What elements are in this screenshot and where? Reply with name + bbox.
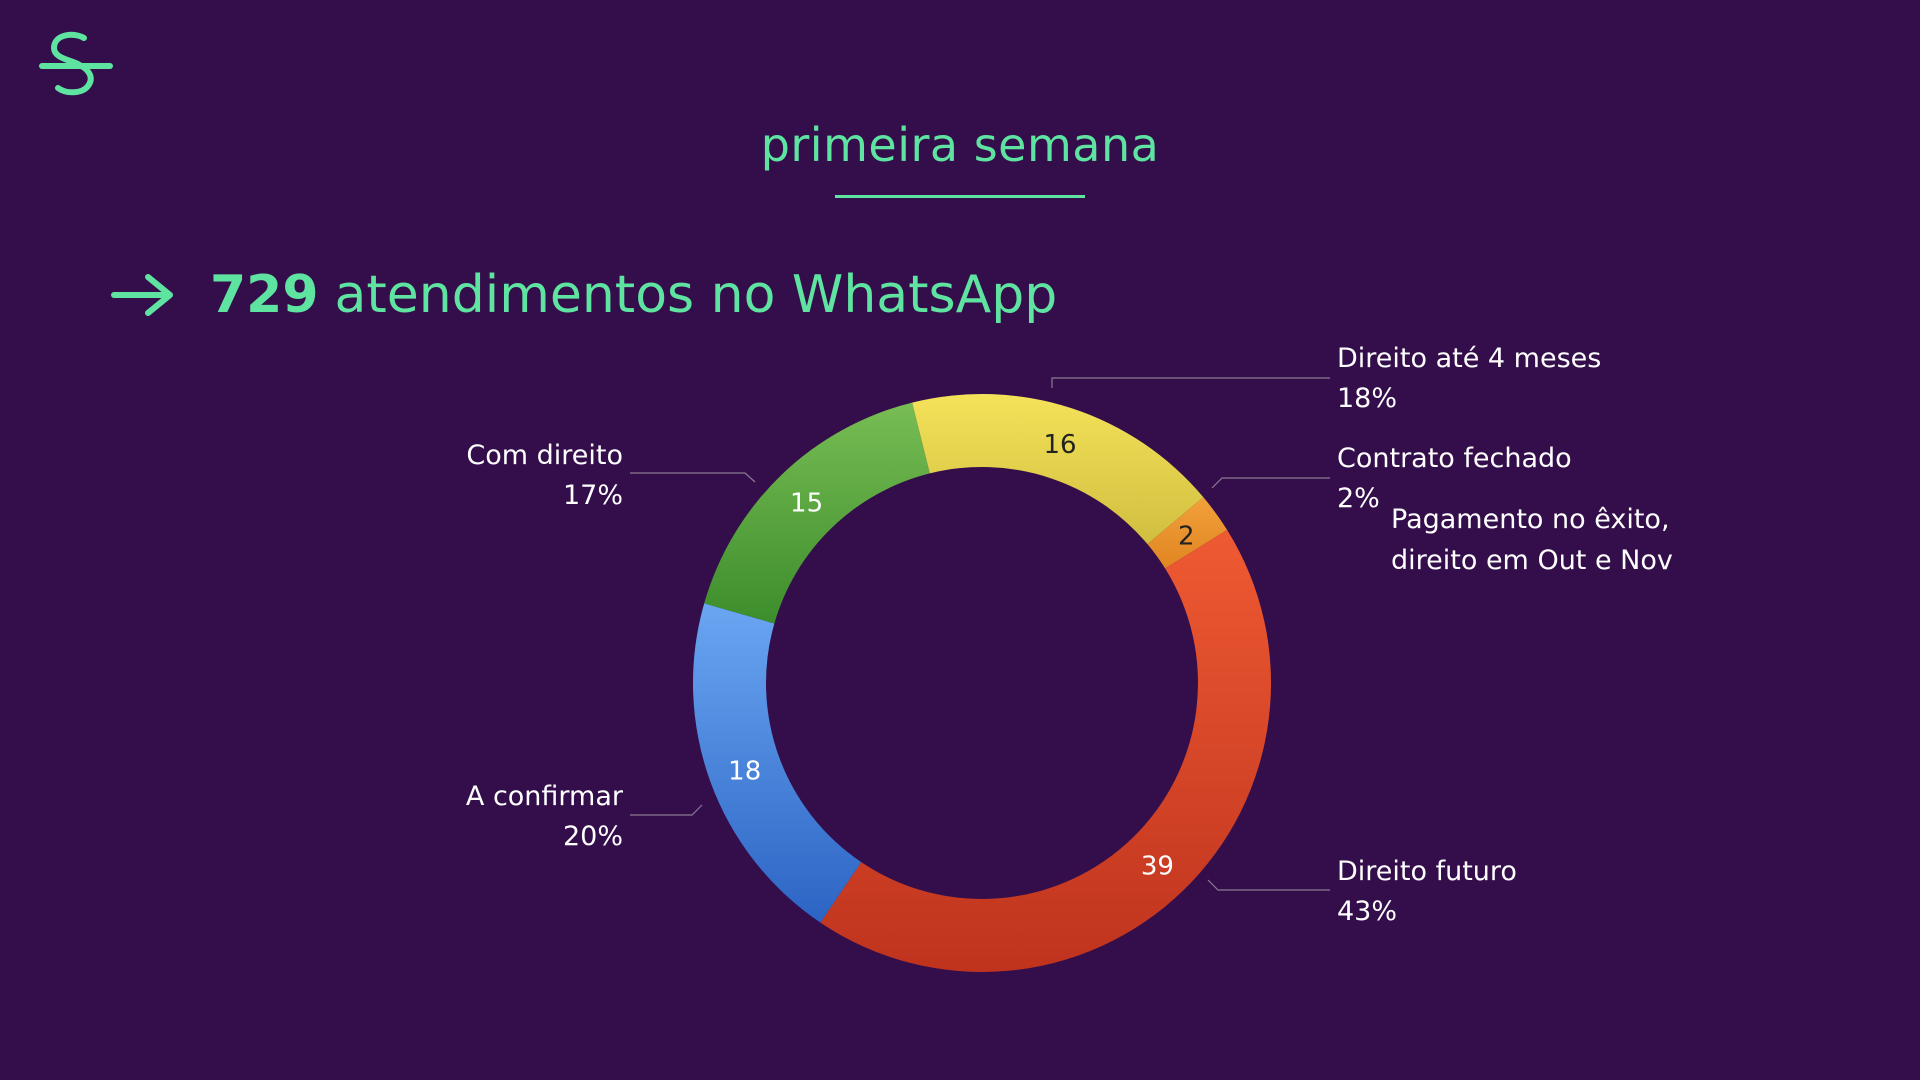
headline-text: atendimentos no WhatsApp <box>334 265 1058 325</box>
donut-slice <box>1147 497 1228 569</box>
leader-line <box>1211 477 1330 489</box>
slice-category-label: Contrato fechado <box>1337 443 1572 474</box>
slice-value-label: 18 <box>728 756 761 786</box>
headline: 729 atendimentos no WhatsApp <box>110 262 1057 328</box>
slice-percent-label: 18% <box>1337 383 1397 414</box>
leader-line <box>630 804 703 816</box>
leader-line <box>1051 377 1330 388</box>
slice-category-label: A confirmar <box>466 781 624 812</box>
logo-icon <box>39 31 113 96</box>
donut-slice <box>820 529 1271 973</box>
slice-value-label: 15 <box>790 488 823 518</box>
slide-title: primeira semana <box>760 118 1160 172</box>
slice-percent-label: 17% <box>563 480 623 511</box>
slice-value-label: 39 <box>1141 852 1174 882</box>
headline-number: 729 <box>210 265 319 325</box>
slice-note-label: Pagamento no êxito, <box>1391 504 1670 535</box>
title-underline <box>835 195 1085 198</box>
slice-percent-label: 2% <box>1337 483 1380 514</box>
slice-percent-label: 20% <box>563 821 623 852</box>
slice-value-label: 16 <box>1043 430 1076 460</box>
slice-note-label: direito em Out e Nov <box>1391 545 1673 576</box>
slice-percent-label: 43% <box>1337 896 1397 927</box>
slice-category-label: Direito futuro <box>1337 856 1517 887</box>
donut-slice <box>912 393 1204 545</box>
slice-value-label: 2 <box>1178 522 1195 552</box>
leader-line <box>1207 879 1330 891</box>
slice-category-label: Direito até 4 meses <box>1337 343 1601 374</box>
donut-slice <box>704 402 930 624</box>
slice-category-label: Com direito <box>466 440 623 471</box>
leader-line <box>630 472 756 483</box>
arrow-right-icon <box>111 274 173 316</box>
donut-slice <box>693 603 862 923</box>
